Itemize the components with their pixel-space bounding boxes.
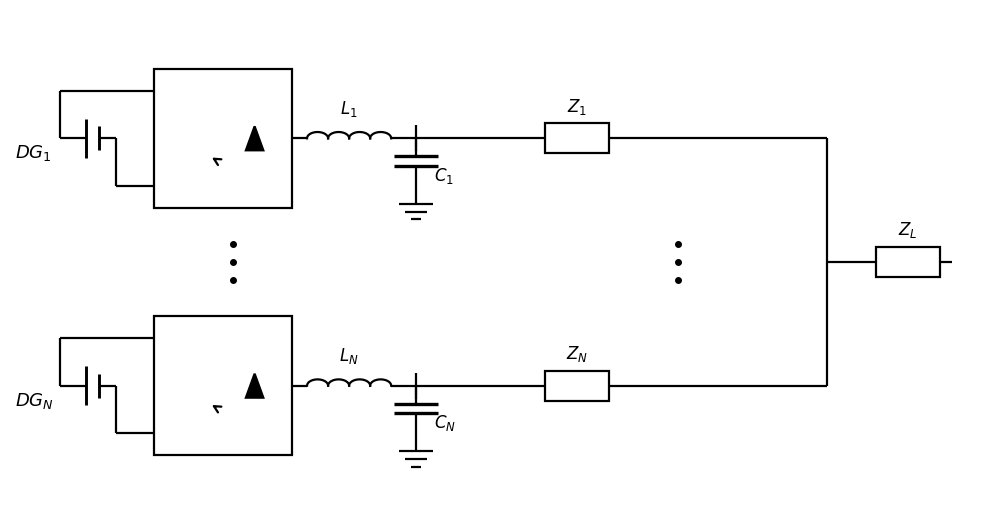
Bar [545, 371, 609, 401]
Bar [154, 316, 292, 455]
Text: DG$_N$: DG$_N$ [15, 391, 54, 411]
Text: $Z_1$: $Z_1$ [567, 96, 587, 116]
Text: $C_N$: $C_N$ [434, 413, 456, 433]
Text: $L_N$: $L_N$ [339, 346, 359, 366]
Bar [876, 247, 940, 277]
Text: $C_1$: $C_1$ [434, 166, 454, 186]
Bar [154, 69, 292, 208]
Polygon shape [246, 126, 263, 150]
Text: $Z_N$: $Z_N$ [566, 344, 588, 364]
Text: $Z_L$: $Z_L$ [898, 220, 918, 240]
Polygon shape [246, 374, 263, 398]
Text: DG$_1$: DG$_1$ [15, 143, 52, 163]
Text: $L_1$: $L_1$ [340, 99, 358, 119]
Bar [545, 123, 609, 153]
